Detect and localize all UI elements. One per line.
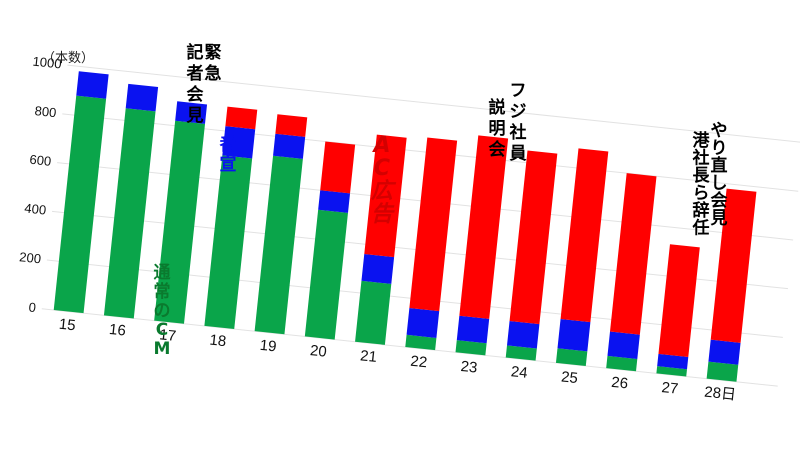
bar-segment-regular	[53, 95, 107, 314]
bar-segment-bangsen	[557, 318, 591, 352]
bar-segment-regular	[103, 108, 156, 319]
x-tick-label: 20	[309, 342, 327, 361]
bar-segment-bangsen	[76, 71, 109, 99]
x-tick-label: 18	[209, 332, 227, 351]
bar-segment-ac	[364, 134, 407, 258]
y-tick-label: 200	[19, 249, 42, 266]
bar-segment-ac	[225, 106, 258, 130]
annotation-text: 通常の C M	[154, 263, 171, 359]
bar-segment-bangsen	[222, 126, 256, 159]
bar-segment-bangsen	[456, 315, 490, 344]
x-tick-label: 15	[58, 316, 76, 335]
bar-segment-regular	[606, 355, 638, 372]
annotation-text: 緊急	[205, 43, 222, 84]
bar-segment-regular	[555, 348, 588, 366]
bar-segment-bangsen	[406, 308, 440, 338]
bar-segment-ac	[610, 173, 657, 335]
x-tick-label: 22	[410, 353, 428, 372]
y-tick-label: 600	[29, 152, 52, 169]
bar-segment-ac	[320, 141, 356, 194]
bar-segment-regular	[505, 345, 537, 361]
annotation-text: A C 広告	[371, 133, 397, 227]
bar-segment-bangsen	[125, 83, 159, 112]
bar-segment-bangsen	[361, 253, 395, 284]
y-tick-label: 400	[24, 200, 47, 217]
x-tick-label: 26	[610, 374, 628, 393]
y-tick-labels: 0 200 400 600 800 1000	[19, 54, 63, 316]
annotation-ac: A C 広告	[371, 133, 397, 227]
bar-segment-bangsen	[607, 331, 640, 360]
annotation-text: フジ社員	[509, 81, 527, 164]
x-tick-label: 25	[560, 368, 578, 387]
bar-segment-ac	[409, 137, 458, 312]
annotation-text: 港社長ら辞任	[692, 130, 711, 239]
bar-segment-ac	[658, 244, 700, 358]
annotation-text: 番宣	[219, 135, 238, 175]
bar-segment-regular	[204, 155, 253, 330]
y-tick-label: 0	[28, 299, 37, 315]
annotation-text: 記者会見	[186, 42, 204, 126]
bar-segment-bangsen	[273, 133, 306, 159]
y-tick-label: 1000	[32, 54, 62, 72]
x-tick-label: 24	[510, 363, 528, 382]
x-tick-label: 19	[259, 337, 277, 356]
bar-segment-bangsen	[657, 353, 689, 370]
gridline	[67, 64, 800, 143]
bar-segment-bangsen	[708, 339, 741, 365]
x-tick-labels: 15 16 17 18 19 20 21 22 23 24 25 26 27 28日	[58, 316, 737, 404]
bar-segment-ac	[275, 114, 308, 137]
y-tick-label: 800	[34, 103, 57, 120]
bar-segment-ac	[710, 188, 757, 343]
bar-segment-regular	[304, 209, 348, 340]
plot-area: 0 200 400 600 800 1000 15 16 17 18 19 20 21 22 23 24 25…	[19, 54, 800, 404]
bar-segment-regular	[154, 120, 205, 324]
y-axis-unit-label: （本数）	[42, 51, 94, 66]
bar-segment-bangsen	[507, 321, 540, 349]
x-tick-label: 28日	[703, 384, 736, 404]
x-tick-label: 23	[460, 358, 478, 377]
bar-segment-regular	[405, 334, 437, 351]
bar-segment-regular	[706, 361, 739, 382]
bar-segment-regular	[355, 280, 392, 345]
x-tick-label: 27	[661, 379, 679, 398]
bar-segment-regular	[656, 366, 688, 377]
bar-segment-bangsen	[175, 101, 208, 124]
bar-segment-ac	[560, 148, 609, 323]
annotation-text: やり直し会見	[710, 121, 728, 229]
x-tick-label: 16	[108, 321, 126, 340]
bars	[53, 71, 757, 382]
bar-segment-regular	[254, 155, 303, 335]
bar-segment-ac	[509, 150, 558, 325]
x-tick-label: 21	[359, 347, 377, 366]
annotation-regular: 通常の C M	[154, 263, 171, 359]
annotation-text: 説明会	[489, 97, 506, 160]
x-tick-label: 17	[158, 326, 176, 345]
bar-segment-regular	[455, 340, 487, 356]
annotation-bangsen: 番宣	[219, 135, 238, 175]
bar-segment-ac	[459, 135, 509, 319]
bar-segment-bangsen	[318, 190, 351, 213]
